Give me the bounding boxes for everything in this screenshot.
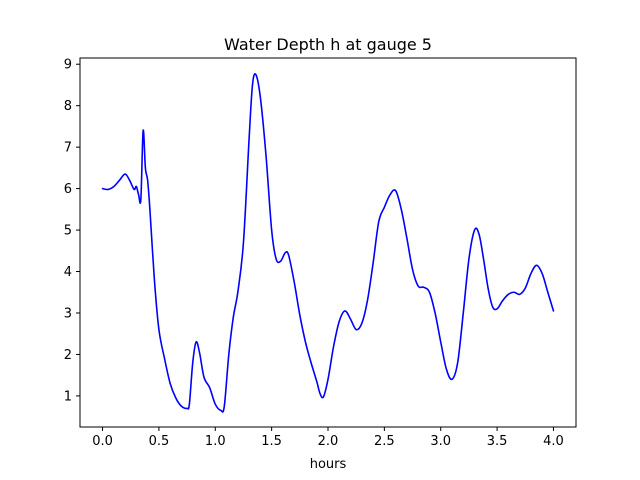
plot-background: [80, 58, 576, 427]
y-tick-label: 5: [64, 224, 72, 239]
y-tick-label: 1: [64, 389, 72, 404]
x-tick-label: 2.5: [374, 434, 395, 449]
y-tick-label: 8: [64, 99, 72, 114]
y-tick-label: 7: [64, 141, 72, 156]
plot-area: [80, 58, 576, 427]
chart-title: Water Depth h at gauge 5: [224, 35, 432, 54]
x-tick-label: 1.5: [261, 434, 282, 449]
y-tick-label: 6: [64, 182, 72, 197]
x-tick-label: 1.0: [205, 434, 226, 449]
x-tick-label: 3.0: [430, 434, 451, 449]
x-tick-label: 0.0: [92, 434, 113, 449]
x-tick-label: 3.5: [487, 434, 508, 449]
plot-frame: [79, 57, 577, 428]
series-line: [101, 73, 555, 413]
y-tick-label: 2: [64, 348, 72, 363]
x-tick-label: 2.0: [318, 434, 339, 449]
x-axis-label: hours: [310, 457, 347, 472]
y-tick-label: 4: [64, 265, 72, 280]
y-tick-label: 3: [64, 306, 72, 321]
x-tick-label: 4.0: [543, 434, 564, 449]
x-tick-label: 0.5: [149, 434, 170, 449]
y-axis: 1 2 3 4 5 6 7 8 9: [64, 58, 80, 404]
y-tick-label: 9: [64, 58, 72, 73]
x-axis: 0.0 0.5 1.0 1.5 2.0 2.5 3.0 3.5 4.0: [92, 427, 564, 449]
